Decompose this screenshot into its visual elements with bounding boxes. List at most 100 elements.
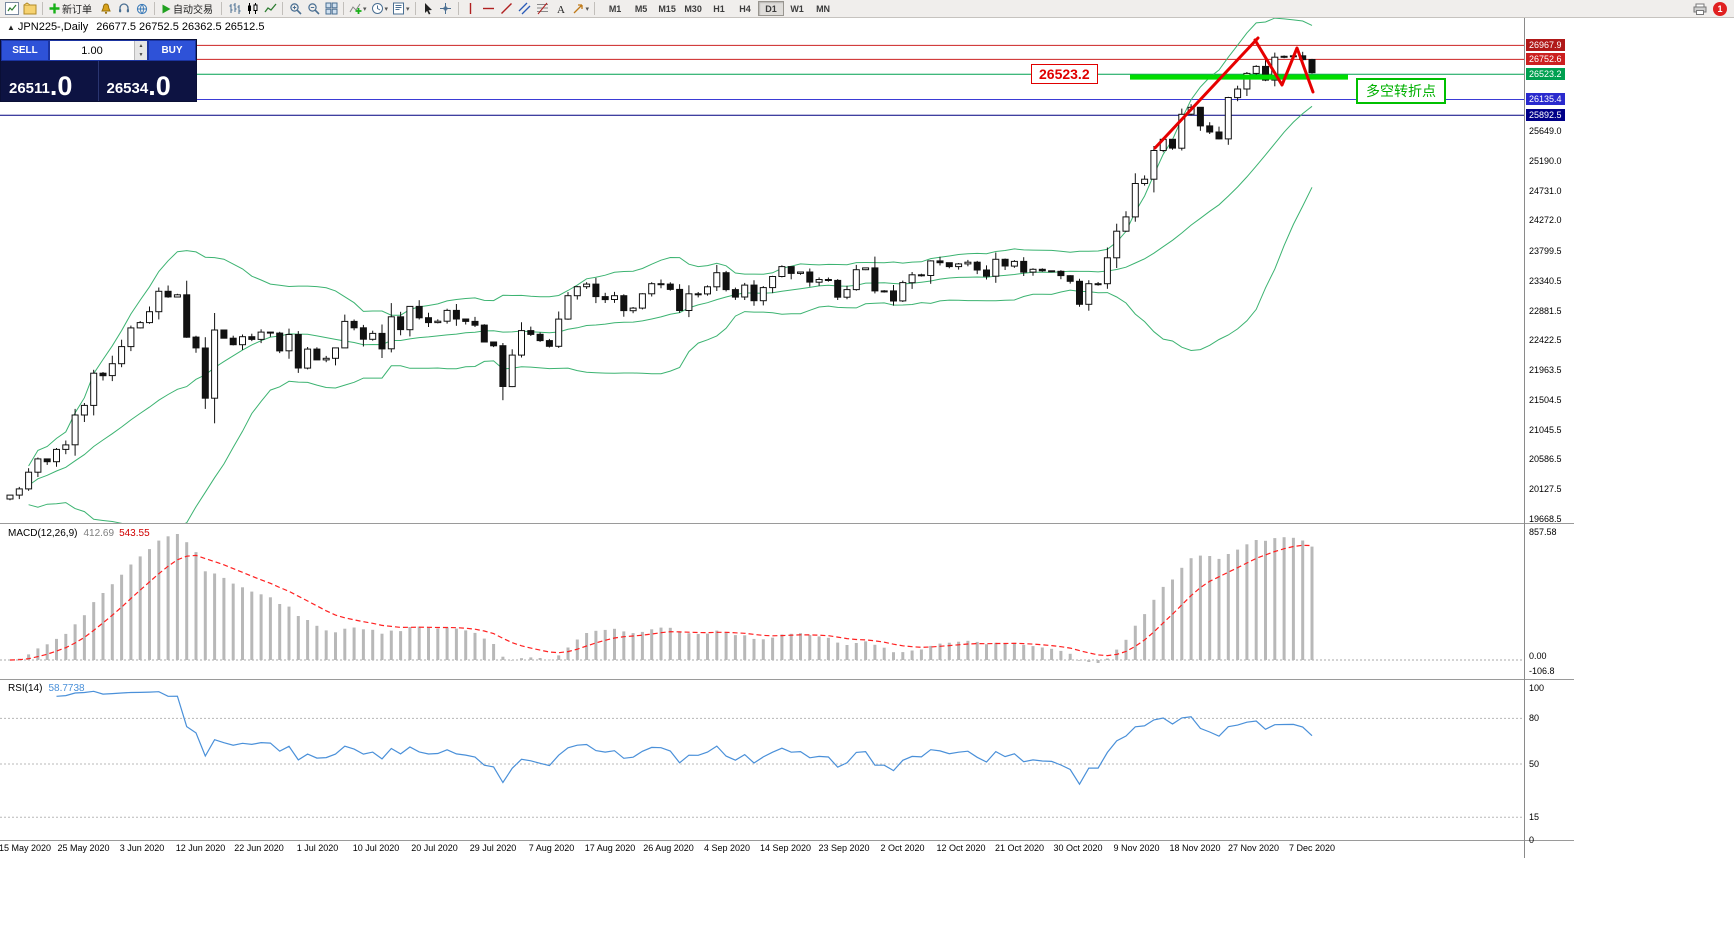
macd-indicator-canvas[interactable]: [0, 524, 1524, 680]
toolbar-separator: [221, 2, 222, 15]
price-tick-label: 22881.5: [1529, 305, 1562, 316]
rsi-indicator-canvas[interactable]: [0, 680, 1524, 840]
buy-button[interactable]: BUY: [148, 40, 196, 61]
tile-windows-button[interactable]: [322, 1, 340, 17]
buy-price: 26534.0: [99, 61, 197, 101]
vertical-line-tool-button[interactable]: [462, 1, 480, 17]
periods-menu-button[interactable]: ▾: [369, 1, 391, 17]
toolbar-separator: [154, 2, 155, 15]
price-tick-label: 25649.0: [1529, 126, 1562, 136]
macd-axis-label: 0.00: [1529, 651, 1547, 661]
toolbar-separator: [343, 2, 344, 15]
bar-chart-type-button[interactable]: [225, 1, 243, 17]
sell-price-frac: .0: [49, 71, 73, 101]
date-label: 7 Dec 2020: [1288, 843, 1336, 853]
toolbar-separator: [42, 2, 43, 15]
arrows-tool-button[interactable]: ▾: [570, 1, 592, 17]
price-tick-label: 22422.5: [1529, 335, 1562, 346]
timeframe-group: M1 M5 M15 M30 H1 H4 D1 W1 MN: [602, 1, 836, 16]
dropdown-caret-icon: ▾: [585, 5, 590, 13]
date-label: 27 Nov 2020: [1227, 843, 1280, 853]
volume-down-button[interactable]: ▼: [138, 52, 144, 59]
timeframe-button-h4[interactable]: H4: [732, 1, 758, 16]
new-order-button[interactable]: 新订单: [46, 1, 97, 17]
templates-menu-button[interactable]: ▾: [390, 1, 412, 17]
candlestick-chart-type-button[interactable]: [243, 1, 261, 17]
price-tick-label: 20127.5: [1529, 484, 1562, 495]
date-label: 23 Sep 2020: [818, 843, 870, 853]
timeframe-button-m30[interactable]: M30: [680, 1, 706, 16]
volume-input[interactable]: [50, 41, 134, 60]
volume-box: ▲ ▼: [49, 40, 148, 61]
profiles-button[interactable]: [21, 1, 39, 17]
rsi-axis-label: 50: [1529, 759, 1540, 769]
timeframe-button-mn[interactable]: MN: [810, 1, 836, 16]
date-label: 18 Nov 2020: [1169, 843, 1221, 853]
macd-name: MACD(12,26,9): [8, 528, 78, 539]
volume-up-button[interactable]: ▲: [138, 42, 144, 49]
price-tick-label: 21045.5: [1529, 424, 1562, 435]
toolbar-separator: [457, 2, 459, 15]
timeframe-button-m5[interactable]: M5: [628, 1, 654, 16]
ohlc-values: 26677.5 26752.5 26362.5 26512.5: [96, 21, 265, 33]
price-axis-separator: [1524, 18, 1525, 858]
date-label: 22 Jun 2020: [234, 843, 284, 853]
macd-axis-label: -106.8: [1529, 666, 1555, 676]
date-label: 1 Jul 2020: [296, 843, 339, 853]
notification-badge[interactable]: 1: [1713, 1, 1727, 16]
printer-button[interactable]: [1691, 1, 1709, 17]
rsi-axis-label: 80: [1529, 713, 1540, 724]
price-chart-canvas[interactable]: [0, 18, 1524, 524]
price-level-label: 26752.6: [1526, 53, 1565, 66]
chart-title: ▲ JPN225-,Daily 26677.5 26752.5 26362.5 26…: [7, 21, 264, 33]
timeframe-button-m1[interactable]: M1: [602, 1, 628, 16]
sell-price-main: 26511: [9, 80, 50, 97]
price-tick-label: 23340.5: [1529, 275, 1562, 286]
date-label: 14 Sep 2020: [759, 843, 812, 853]
price-tick-label: 20586.5: [1529, 454, 1562, 465]
sell-price: 26511.0: [1, 61, 99, 101]
community-globe-icon[interactable]: [133, 1, 151, 17]
panel-separator[interactable]: [0, 523, 1574, 524]
buy-price-frac: .0: [148, 71, 171, 101]
date-label: 30 Oct 2020: [1053, 843, 1103, 853]
panel-separator[interactable]: [0, 679, 1574, 680]
support-headset-icon[interactable]: [115, 1, 133, 17]
timeframe-button-h1[interactable]: H1: [706, 1, 732, 16]
timeframe-button-m15[interactable]: M15: [654, 1, 680, 16]
volume-stepper: ▲ ▼: [134, 41, 147, 60]
fibonacci-tool-button[interactable]: [534, 1, 552, 17]
date-label: 2 Oct 2020: [880, 843, 925, 853]
sell-button[interactable]: SELL: [1, 40, 49, 61]
macd-signal-value: 543.55: [119, 528, 150, 539]
rsi-axis-label: 0: [1529, 835, 1535, 845]
macd-axis-label: 857.58: [1529, 527, 1557, 537]
date-label: 29 Jul 2020: [469, 843, 517, 853]
auto-trading-button[interactable]: 自动交易: [158, 1, 218, 17]
channel-tool-button[interactable]: [516, 1, 534, 17]
horizontal-line-tool-button[interactable]: [480, 1, 498, 17]
alerts-bell-icon[interactable]: [97, 1, 115, 17]
zoom-in-button[interactable]: [286, 1, 304, 17]
date-label: 12 Oct 2020: [936, 843, 986, 853]
buy-price-main: 26534: [106, 80, 149, 97]
date-label: 12 Jun 2020: [175, 843, 226, 853]
timeframe-button-d1[interactable]: D1: [758, 1, 785, 16]
timeframe-button-w1[interactable]: W1: [784, 1, 810, 16]
toolbar-separator: [414, 2, 416, 15]
trendline-tool-button[interactable]: [498, 1, 516, 17]
cursor-tool-button[interactable]: [419, 1, 437, 17]
zoom-out-button[interactable]: [304, 1, 322, 17]
indicators-menu-button[interactable]: ▾: [347, 1, 369, 17]
rsi-name: RSI(14): [8, 683, 43, 694]
main-toolbar: 新订单 自动交易 ▾ ▾ ▾ A ▾ M1 M5 M15 M30 H1 H4: [0, 0, 1734, 18]
crosshair-tool-button[interactable]: [437, 1, 455, 17]
text-tool-button[interactable]: A: [552, 1, 570, 17]
date-label: 17 Aug 2020: [584, 843, 636, 853]
price-callout-object[interactable]: 26523.2: [1031, 64, 1098, 84]
new-chart-button[interactable]: [3, 1, 21, 17]
line-chart-type-button[interactable]: [261, 1, 279, 17]
rsi-axis-label: 15: [1529, 812, 1540, 823]
price-tick-label: 23799.5: [1529, 245, 1562, 256]
turning-point-label-object[interactable]: 多空转折点: [1356, 78, 1446, 104]
